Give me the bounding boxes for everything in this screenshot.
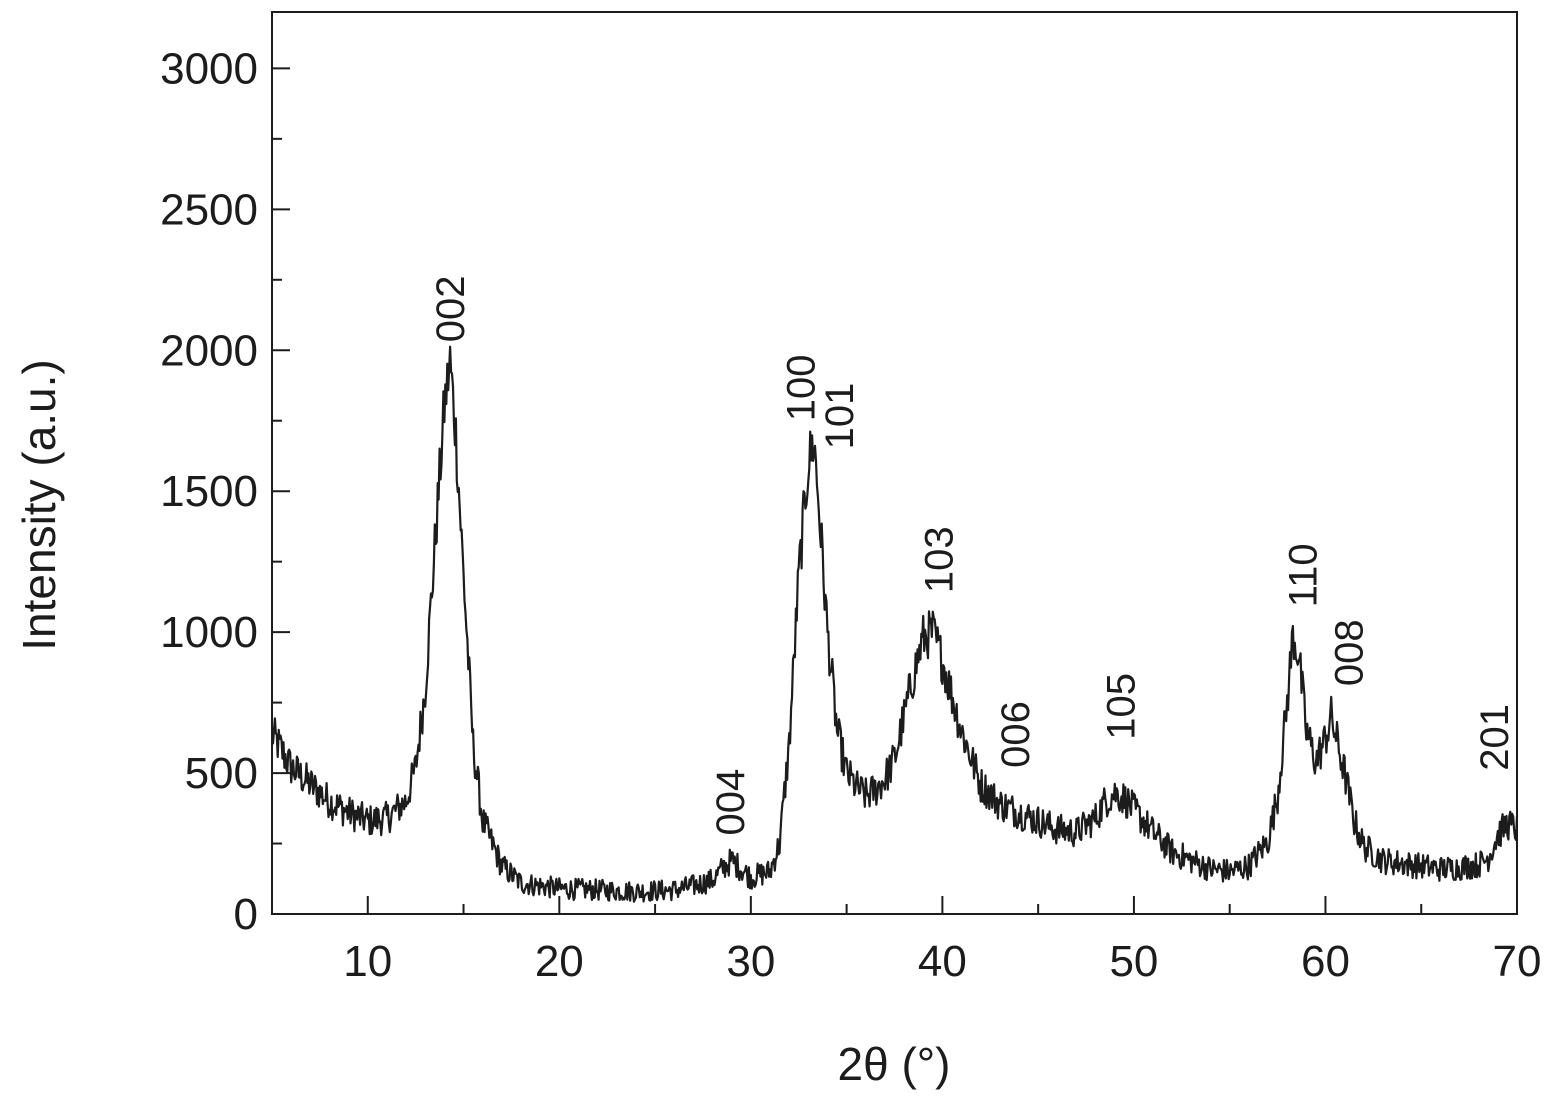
y-axis-tick-labels: 0 500 1000 1500 2000 2500 3000 xyxy=(160,44,258,939)
y-tick-label: 2500 xyxy=(160,185,258,234)
plot-frame xyxy=(272,12,1517,914)
y-tick-label: 0 xyxy=(234,890,258,939)
y-tick-label: 3000 xyxy=(160,44,258,93)
y-tick-label: 2000 xyxy=(160,326,258,375)
peak-label-110: 110 xyxy=(1282,543,1326,607)
x-tick-label: 70 xyxy=(1493,937,1542,986)
y-tick-label: 500 xyxy=(185,749,258,798)
peak-label-103: 103 xyxy=(918,526,962,593)
x-axis-ticks xyxy=(272,896,1517,914)
x-tick-label: 60 xyxy=(1301,937,1350,986)
peak-label-100: 100 xyxy=(780,354,824,421)
peak-label-105: 105 xyxy=(1100,673,1144,740)
peak-label-008: 008 xyxy=(1327,619,1371,686)
y-axis-ticks xyxy=(272,68,290,914)
peak-label-006: 006 xyxy=(994,701,1038,768)
peak-label-201: 201 xyxy=(1473,704,1517,771)
y-tick-label: 1500 xyxy=(160,467,258,516)
y-tick-label: 1000 xyxy=(160,608,258,657)
x-tick-label: 50 xyxy=(1109,937,1158,986)
x-tick-label: 40 xyxy=(918,937,967,986)
peak-label-004: 004 xyxy=(709,769,753,836)
y-axis-title: Intensity (a.u.) xyxy=(13,359,65,650)
x-tick-label: 30 xyxy=(726,937,775,986)
x-tick-label: 10 xyxy=(343,937,392,986)
peak-label-101: 101 xyxy=(818,383,862,450)
peak-label-002: 002 xyxy=(429,276,473,343)
x-tick-label: 20 xyxy=(535,937,584,986)
x-axis-title: 2θ (°) xyxy=(838,1038,951,1090)
x-axis-tick-labels: 10 20 30 40 50 60 70 xyxy=(343,937,1541,986)
